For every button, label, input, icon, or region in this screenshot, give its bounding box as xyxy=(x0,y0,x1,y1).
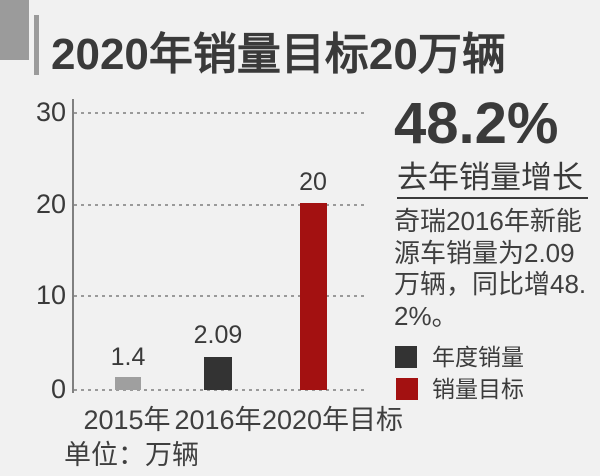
growth-percent: 48.2% xyxy=(394,91,559,156)
gridline-30 xyxy=(74,112,368,114)
gridline-20 xyxy=(74,204,368,206)
gridline-10 xyxy=(74,295,368,297)
legend-swatch-annual-sales xyxy=(395,346,417,368)
x-label-2016: 2016年 xyxy=(174,405,262,435)
unit-note: 单位：万辆 xyxy=(64,440,199,470)
title-accent-square xyxy=(0,0,29,60)
legend-label-sales-target: 销量目标 xyxy=(432,376,524,402)
bar-2016 xyxy=(204,357,232,390)
bar-value-2020-target: 20 xyxy=(299,168,327,196)
legend-label-annual-sales: 年度销量 xyxy=(432,344,524,370)
y-tick-20: 20 xyxy=(35,189,66,219)
bar-value-2015: 1.4 xyxy=(110,343,146,371)
title-accent-bar xyxy=(34,15,39,75)
growth-caption: 去年销量增长 xyxy=(397,160,583,195)
x-label-2020-target: 2020年目标 xyxy=(261,405,404,435)
gridline-0 xyxy=(74,389,368,391)
bar-2015 xyxy=(115,377,141,390)
y-axis-line xyxy=(72,99,74,393)
bar-2020-target xyxy=(300,203,327,390)
y-tick-0: 0 xyxy=(50,374,66,404)
y-tick-10: 10 xyxy=(35,280,66,310)
description-text: 奇瑞2016年新能源车销量为2.09万辆，同比增48.2%。 xyxy=(394,206,587,331)
bar-value-2016: 2.09 xyxy=(193,321,243,349)
y-tick-30: 30 xyxy=(35,97,66,127)
page-title: 2020年销量目标20万辆 xyxy=(51,30,506,79)
divider-line xyxy=(397,197,588,199)
legend-swatch-sales-target xyxy=(396,378,418,400)
x-label-2015: 2015年 xyxy=(83,405,171,435)
